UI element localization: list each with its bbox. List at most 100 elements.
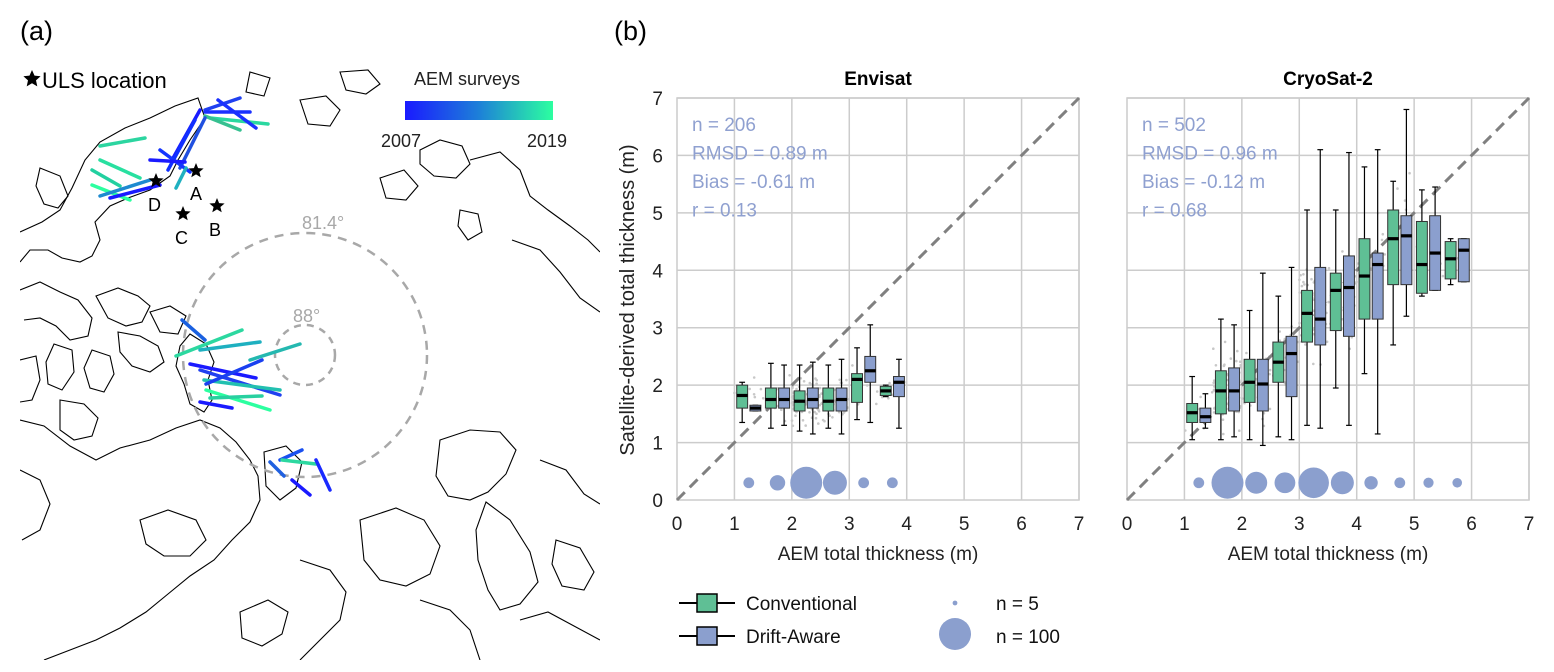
scatter-point xyxy=(1221,418,1225,422)
uls-legend-star-icon xyxy=(23,70,41,87)
x-tick-label: 3 xyxy=(844,514,855,535)
scatter-point xyxy=(791,407,794,411)
scatter-point xyxy=(1212,389,1216,392)
scatter-point xyxy=(1327,300,1330,304)
uls-legend-label: ULS location xyxy=(42,68,167,93)
scatter-point xyxy=(790,419,794,422)
box-drift-aware xyxy=(1400,108,1413,317)
coastlines xyxy=(20,69,600,660)
x-tick-label: 7 xyxy=(1074,514,1085,535)
scatter-point xyxy=(1199,395,1202,399)
scatter-point xyxy=(808,411,811,414)
chart-envisat: n = 206 RMSD = 0.89 m Bias = -0.61 m r = 0.… xyxy=(652,69,1084,565)
scatter-point xyxy=(1383,253,1387,256)
scatter-point xyxy=(888,381,891,385)
scatter-point xyxy=(851,364,854,367)
box-drift-aware xyxy=(1256,272,1269,447)
stats-line: RMSD = 0.89 m xyxy=(692,144,828,165)
count-marker xyxy=(822,470,847,495)
box-conventional xyxy=(1243,309,1256,441)
scatter-point xyxy=(1341,250,1344,253)
scatter-point xyxy=(1299,273,1302,277)
scatter-point xyxy=(1210,391,1214,394)
scatter-point xyxy=(817,410,821,413)
scatter-point xyxy=(875,390,879,393)
count-marker xyxy=(886,477,898,489)
scatter-point xyxy=(887,397,890,400)
scatter-point xyxy=(759,387,763,391)
box-drift-aware xyxy=(778,364,791,426)
x-tick-label: 6 xyxy=(1016,514,1027,535)
scatter-point xyxy=(1268,368,1272,372)
scatter-point xyxy=(818,404,821,407)
scatter-point xyxy=(1380,238,1384,242)
arctic-map: 81.4° 88° xyxy=(20,69,600,660)
scatter-point xyxy=(802,380,806,383)
x-tick-label: 2 xyxy=(787,514,798,535)
x-tick-label: 5 xyxy=(1409,514,1420,535)
scatter-point xyxy=(1241,397,1244,400)
y-tick-label: 6 xyxy=(652,146,663,167)
legend-drift-aware-swatch xyxy=(679,626,735,646)
scatter-point xyxy=(791,386,794,390)
scatter-point xyxy=(1441,274,1445,278)
y-tick-label: 0 xyxy=(652,491,663,512)
scatter-point xyxy=(1184,429,1187,432)
scatter-point xyxy=(752,393,756,396)
x-tick-label: 1 xyxy=(729,514,740,535)
x-tick-label: 2 xyxy=(1237,514,1248,535)
x-tick-label: 6 xyxy=(1466,514,1477,535)
scatter-point xyxy=(818,395,821,399)
one-to-one-line xyxy=(1125,96,1531,502)
box-conventional xyxy=(764,362,777,429)
scatter-point xyxy=(842,411,846,414)
count-marker xyxy=(1394,477,1406,489)
latitude-circle-88 xyxy=(273,323,337,387)
scatter-point xyxy=(1304,343,1307,346)
scatter-point xyxy=(1236,349,1239,353)
panel-a: (a) xyxy=(20,16,600,660)
scatter-point xyxy=(1223,340,1227,344)
count-marker xyxy=(1452,477,1463,488)
chart-legend: Conventional Drift-Aware n = 5 n = 100 xyxy=(679,593,1060,650)
scatter-point xyxy=(817,422,820,425)
scatter-point xyxy=(753,395,757,399)
count-marker xyxy=(1245,471,1268,494)
legend-n-small-label: n = 5 xyxy=(996,594,1039,615)
chart-title: CryoSat-2 xyxy=(1283,69,1373,90)
colorbar xyxy=(405,101,553,120)
one-to-one-line xyxy=(675,96,1081,502)
count-marker xyxy=(1330,471,1354,495)
scatter-point xyxy=(1268,372,1271,376)
stats-line: r = 0.68 xyxy=(1142,201,1207,222)
chart-cryosat-2: n = 502 RMSD = 0.96 m Bias = -0.12 m r = 0.… xyxy=(1122,69,1535,565)
scatter-point xyxy=(801,419,805,422)
scatter-point xyxy=(1396,187,1399,190)
latitude-label-81-4: 81.4° xyxy=(302,213,344,233)
x-tick-label: 1 xyxy=(1179,514,1190,535)
scatter-point xyxy=(1245,351,1248,355)
box-conventional xyxy=(1301,209,1313,426)
box-conventional xyxy=(1444,238,1457,286)
scatter-point xyxy=(813,410,816,414)
scatter-point xyxy=(815,378,818,382)
scatter-point xyxy=(814,416,818,420)
count-marker xyxy=(858,477,870,489)
legend-n-small-marker xyxy=(952,600,958,606)
legend-n-large-label: n = 100 xyxy=(996,627,1060,648)
scatter-point xyxy=(1222,432,1225,436)
box-drift-aware xyxy=(1314,149,1327,429)
box-conventional xyxy=(1272,295,1285,438)
chart-title: Envisat xyxy=(844,69,912,90)
uls-label-b: B xyxy=(209,220,221,240)
scatter-point xyxy=(1302,273,1305,276)
box-drift-aware xyxy=(864,324,877,424)
box-conventional xyxy=(1329,209,1342,389)
box-drift-aware xyxy=(835,358,848,435)
count-marker xyxy=(1298,467,1329,499)
y-tick-label: 3 xyxy=(652,319,663,340)
box-drift-aware xyxy=(1429,186,1442,291)
colorbar-title: AEM surveys xyxy=(414,69,520,89)
scatter-point xyxy=(1381,232,1385,236)
